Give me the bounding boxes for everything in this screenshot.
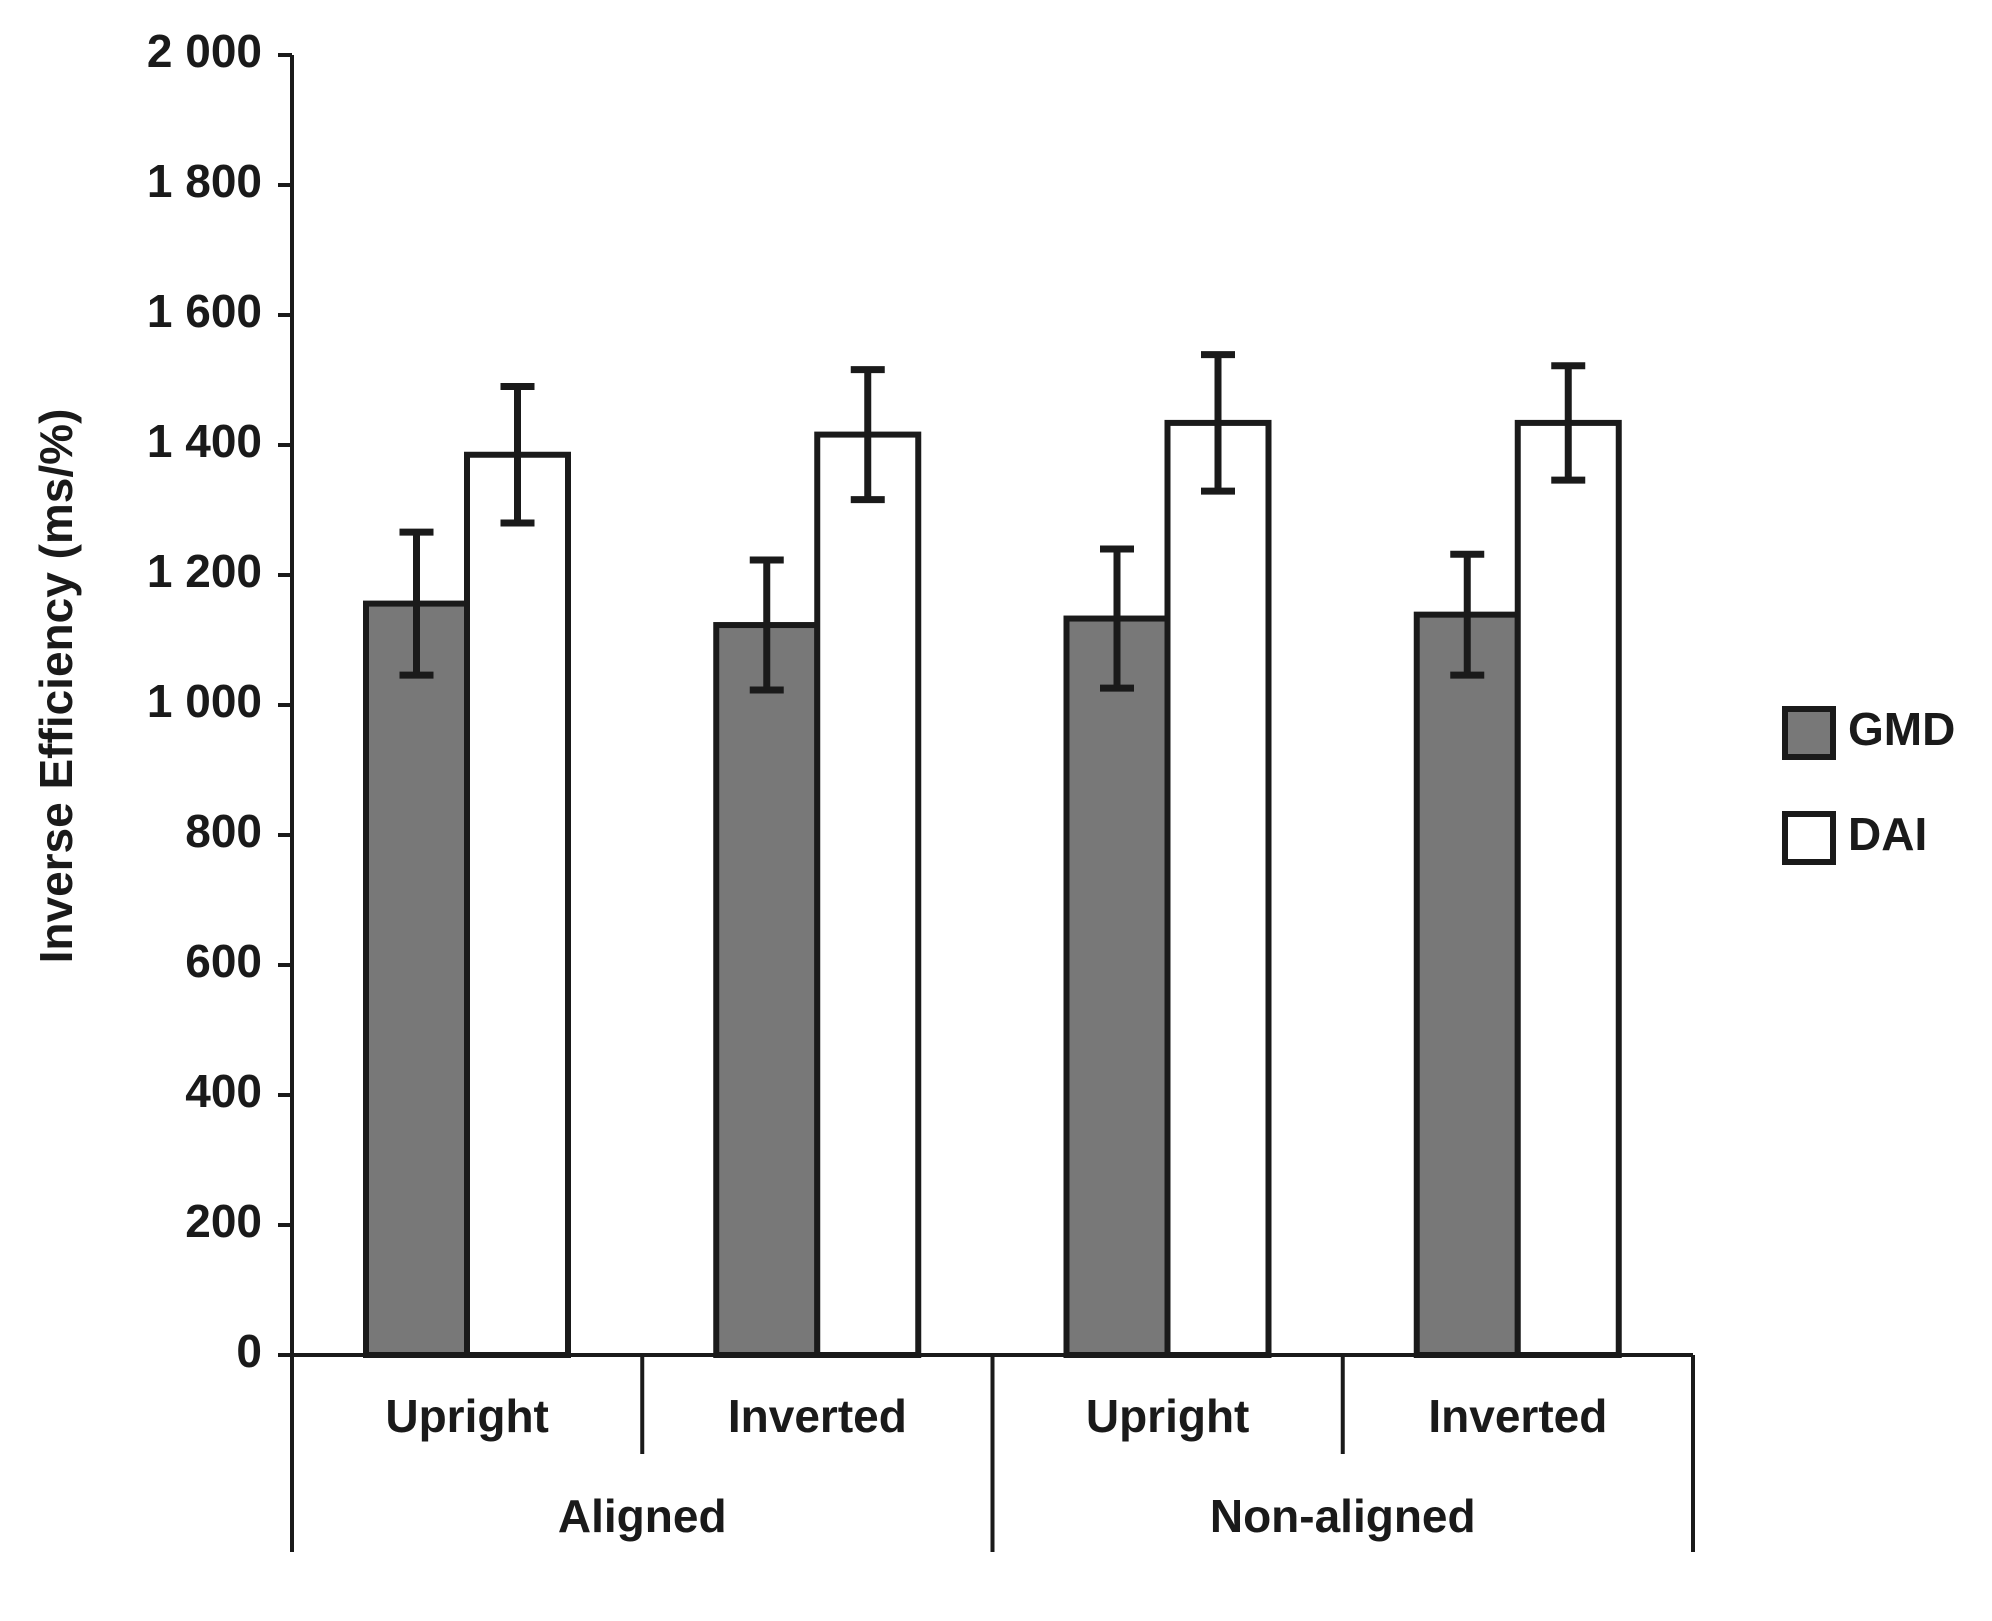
y-tick-label: 2 000 (147, 25, 262, 77)
y-tick-label: 200 (185, 1195, 262, 1247)
error-bar (1551, 362, 1586, 484)
x-tick-label: Inverted (728, 1390, 907, 1442)
x-tick-label: Upright (385, 1390, 549, 1442)
y-tick-label: 1 800 (147, 155, 262, 207)
group-label: Aligned (558, 1490, 727, 1542)
error-bar (1201, 351, 1235, 495)
bar (1063, 615, 1171, 1358)
bar (713, 622, 821, 1358)
bar (1164, 419, 1272, 1358)
error-bar (1100, 545, 1134, 692)
error-bar (399, 528, 434, 679)
bar (464, 451, 571, 1358)
y-tick-label: 400 (185, 1065, 262, 1117)
y-tick-label: 1 400 (147, 415, 262, 467)
x-tick-label: Upright (1086, 1390, 1250, 1442)
bar (363, 600, 470, 1358)
bar (1413, 611, 1521, 1358)
y-axis-label: Inverse Efficiency (ms/%) (30, 409, 82, 964)
legend-label: DAI (1848, 808, 1927, 860)
y-tick-label: 600 (185, 935, 262, 987)
error-bar (850, 366, 885, 504)
y-tick-label: 0 (236, 1325, 262, 1377)
legend-swatch (1782, 706, 1836, 760)
bar (814, 431, 922, 1359)
legend-label: GMD (1848, 703, 1955, 755)
x-tick-label: Inverted (1428, 1390, 1607, 1442)
error-bar (500, 383, 535, 527)
group-label: Non-aligned (1210, 1490, 1476, 1542)
y-tick-label: 1 000 (147, 675, 262, 727)
bar (1514, 419, 1622, 1358)
error-bar (1450, 550, 1485, 679)
y-tick-label: 800 (185, 805, 262, 857)
error-bar (749, 556, 784, 694)
y-tick-label: 1 600 (147, 285, 262, 337)
y-tick-label: 1 200 (147, 545, 262, 597)
legend-swatch (1782, 811, 1836, 865)
